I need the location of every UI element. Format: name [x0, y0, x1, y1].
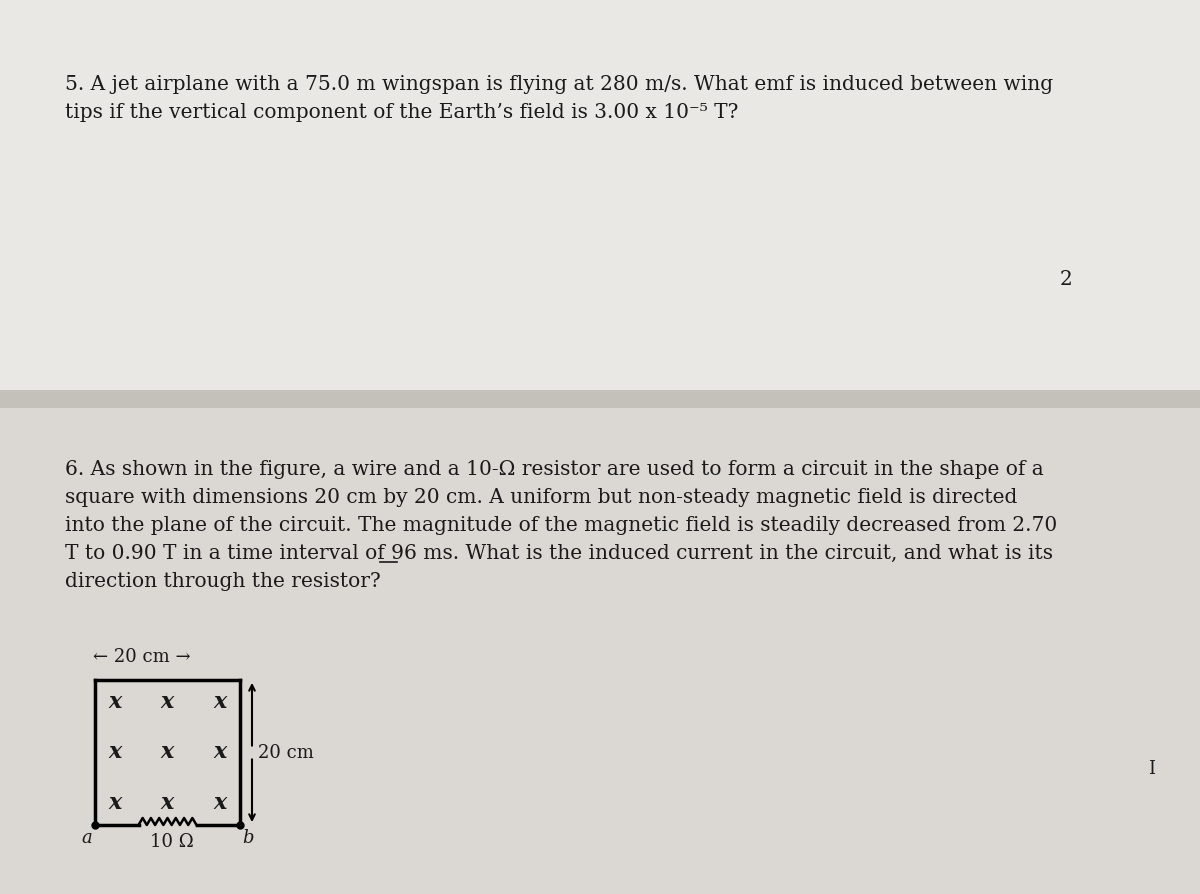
Text: into the plane of the circuit. The magnitude of the magnetic field is steadily d: into the plane of the circuit. The magni… [65, 516, 1057, 535]
Text: I: I [1148, 760, 1154, 778]
Text: tips if the vertical component of the Earth’s field is 3.00 x 10⁻⁵ T?: tips if the vertical component of the Ea… [65, 103, 738, 122]
Text: b: b [242, 829, 253, 847]
Text: x: x [161, 792, 174, 814]
Text: 5. A jet airplane with a 75.0 m wingspan is flying at 280 m/s. What emf is induc: 5. A jet airplane with a 75.0 m wingspan… [65, 75, 1054, 94]
Text: x: x [214, 792, 227, 814]
Bar [0, 390, 1200, 408]
Text: x: x [161, 691, 174, 713]
Text: ← 20 cm →: ← 20 cm → [94, 648, 191, 666]
Text: x: x [161, 741, 174, 763]
Text: 20 cm: 20 cm [258, 744, 314, 762]
Text: 6. As shown in the figure, a wire and a 10-Ω resistor are used to form a circuit: 6. As shown in the figure, a wire and a … [65, 460, 1044, 479]
Text: x: x [214, 691, 227, 713]
Text: a: a [82, 829, 91, 847]
Bar [0, 408, 1200, 894]
Text: x: x [108, 792, 121, 814]
Text: 10 Ω: 10 Ω [150, 833, 194, 851]
Bar [0, 0, 1200, 390]
Text: square with dimensions 20 cm by 20 cm. A uniform but non-steady magnetic field i: square with dimensions 20 cm by 20 cm. A… [65, 488, 1018, 507]
Text: 2: 2 [1060, 270, 1073, 289]
Text: T to 0.90 T in a time interval of 96 ms. What is the induced current in the circ: T to 0.90 T in a time interval of 96 ms.… [65, 544, 1054, 563]
Text: x: x [214, 741, 227, 763]
Text: direction through the resistor?: direction through the resistor? [65, 572, 380, 591]
Text: x: x [108, 741, 121, 763]
Text: x: x [108, 691, 121, 713]
